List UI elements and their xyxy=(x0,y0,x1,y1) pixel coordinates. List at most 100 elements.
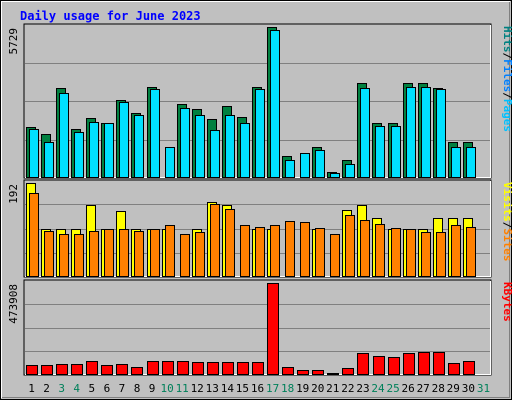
bar-files-day-26 xyxy=(406,87,416,178)
bar-sites-day-7 xyxy=(119,229,129,277)
bar-sites-day-3 xyxy=(59,234,69,277)
bar-kbytes-day-15 xyxy=(237,362,249,375)
bar-files-day-27 xyxy=(421,87,431,178)
bar-files-day-24 xyxy=(375,126,385,178)
bar-kbytes-day-13 xyxy=(207,362,219,375)
day-label-10: 10 xyxy=(160,382,173,395)
side-legend-separator: / xyxy=(501,53,512,60)
bar-files-day-20 xyxy=(315,150,325,178)
bar-sites-day-10 xyxy=(165,225,175,277)
side-legend-visits: Visits xyxy=(501,182,512,222)
day-label-11: 11 xyxy=(176,382,189,395)
day-label-16: 16 xyxy=(251,382,264,395)
bar-sites-day-26 xyxy=(406,229,416,277)
bar-files-day-17 xyxy=(270,30,280,178)
bar-sites-day-8 xyxy=(134,231,144,277)
bar-kbytes-day-6 xyxy=(101,365,113,375)
bar-files-day-5 xyxy=(89,122,99,178)
bar-files-day-10 xyxy=(165,147,175,178)
day-label-21: 21 xyxy=(326,382,339,395)
bar-sites-day-19 xyxy=(300,222,310,277)
day-label-28: 28 xyxy=(432,382,445,395)
bar-files-day-19 xyxy=(300,153,310,178)
bar-sites-day-29 xyxy=(451,225,461,277)
bar-files-day-23 xyxy=(360,88,370,178)
bar-sites-day-25 xyxy=(391,228,401,277)
day-label-15: 15 xyxy=(236,382,249,395)
bar-kbytes-day-27 xyxy=(418,352,430,375)
y-max-label: 5729 xyxy=(7,28,20,55)
bar-sites-day-13 xyxy=(210,204,220,277)
bar-kbytes-day-14 xyxy=(222,362,234,375)
bar-kbytes-day-24 xyxy=(373,356,385,375)
day-label-1: 1 xyxy=(28,382,35,395)
bar-kbytes-day-8 xyxy=(131,367,143,375)
day-label-19: 19 xyxy=(296,382,309,395)
panels: 5729Hits/Files/Pages192Visits/Sites47390… xyxy=(7,23,512,376)
day-label-25: 25 xyxy=(386,382,399,395)
day-label-31: 31 xyxy=(477,382,490,395)
bar-sites-day-27 xyxy=(421,232,431,277)
bar-kbytes-day-16 xyxy=(252,362,264,375)
day-labels: 1 2 3 4 5 6 7 8 9 10 11 12 13 14 15 16 17 18 19 20 21 22 23 24 2… xyxy=(28,382,490,395)
day-label-17: 17 xyxy=(266,382,279,395)
side-legend-separator: / xyxy=(501,92,512,99)
day-label-20: 20 xyxy=(311,382,324,395)
day-label-18: 18 xyxy=(281,382,294,395)
bar-kbytes-day-11 xyxy=(177,361,189,375)
bar-sites-day-16 xyxy=(255,227,265,277)
bar-files-day-13 xyxy=(210,130,220,178)
bar-files-day-22 xyxy=(345,164,355,178)
bar-sites-day-21 xyxy=(330,234,340,277)
bar-sites-day-22 xyxy=(345,215,355,277)
side-legend: Visits/Sites xyxy=(501,182,512,262)
bar-files-day-3 xyxy=(59,93,69,178)
bar-kbytes-day-7 xyxy=(116,364,128,375)
day-label-24: 24 xyxy=(371,382,385,395)
side-legend-separator: / xyxy=(501,222,512,229)
bar-kbytes-day-25 xyxy=(388,357,400,375)
day-label-8: 8 xyxy=(134,382,141,395)
bar-kbytes-day-22 xyxy=(342,368,354,375)
bar-sites-day-6 xyxy=(104,229,114,277)
bar-kbytes-day-23 xyxy=(357,353,369,375)
bar-kbytes-day-19 xyxy=(297,370,309,375)
bar-files-day-7 xyxy=(119,102,129,178)
bar-files-day-21 xyxy=(330,173,340,178)
bar-sites-day-20 xyxy=(315,228,325,277)
bar-kbytes-day-28 xyxy=(433,352,445,375)
bar-kbytes-day-26 xyxy=(403,353,415,375)
side-legend: Hits/Files/Pages xyxy=(501,26,512,132)
panel-kbytes: 473908 KBytes xyxy=(7,279,512,376)
bar-sites-day-1 xyxy=(29,193,39,277)
side-legend: KBytes xyxy=(501,282,512,322)
panel-visits-sites: 192 Visits/Sites xyxy=(7,179,512,278)
day-label-4: 4 xyxy=(73,382,80,395)
bar-files-day-16 xyxy=(255,89,265,178)
side-legend-pages: Pages xyxy=(501,99,512,132)
side-legend-hits: Hits xyxy=(501,26,512,53)
bar-sites-day-18 xyxy=(285,221,295,277)
bar-sites-day-14 xyxy=(225,209,235,277)
bar-sites-day-5 xyxy=(89,231,99,277)
bar-sites-day-23 xyxy=(360,220,370,277)
bar-sites-day-9 xyxy=(150,229,160,277)
bar-sites-day-2 xyxy=(44,231,54,277)
bar-kbytes-day-12 xyxy=(192,362,204,375)
bar-files-day-6 xyxy=(104,123,114,178)
bar-kbytes-day-2 xyxy=(41,365,53,375)
bar-files-day-14 xyxy=(225,115,235,178)
y-max-label: 473908 xyxy=(7,284,20,324)
bar-sites-day-30 xyxy=(466,227,476,277)
day-label-9: 9 xyxy=(149,382,156,395)
side-legend-kbytes: KBytes xyxy=(501,282,512,322)
chart-title: Daily usage for June 2023 xyxy=(20,9,201,23)
bar-sites-day-24 xyxy=(375,224,385,277)
bar-sites-day-15 xyxy=(240,225,250,277)
bar-kbytes-day-9 xyxy=(147,361,159,375)
bar-kbytes-day-4 xyxy=(71,364,83,375)
panel-pages-files-hits: 5729 Hits/Files/Pages xyxy=(7,23,512,179)
bar-sites-day-11 xyxy=(180,234,190,277)
